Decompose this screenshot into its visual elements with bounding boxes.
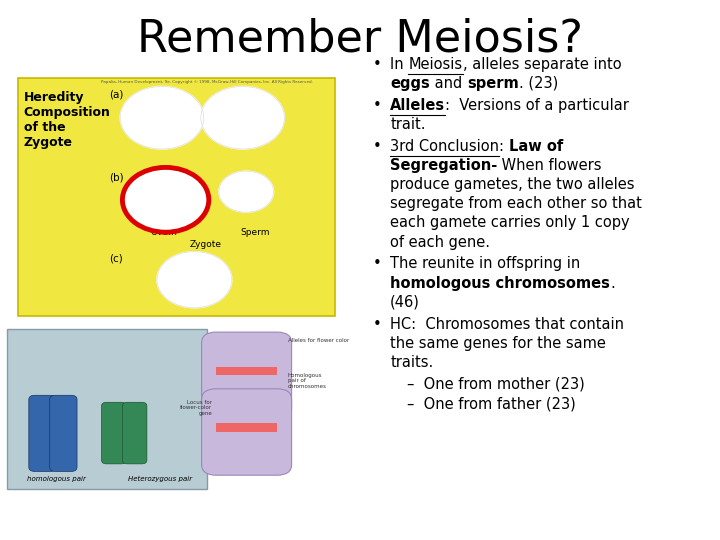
Text: Ovum: Ovum xyxy=(150,228,178,237)
Text: of each gene.: of each gene. xyxy=(390,234,490,249)
FancyBboxPatch shape xyxy=(50,395,77,471)
Text: Alleles: Alleles xyxy=(390,98,446,113)
Text: •: • xyxy=(373,139,382,154)
Text: homologous pair: homologous pair xyxy=(27,476,86,482)
Text: (46): (46) xyxy=(390,295,420,310)
Text: Law of: Law of xyxy=(509,139,563,154)
FancyBboxPatch shape xyxy=(216,367,277,375)
Text: Papalia, Human Development, 9e. Copyright © 1998, McGraw-Hill Companies, Inc. Al: Papalia, Human Development, 9e. Copyrigh… xyxy=(101,80,312,84)
Text: Heredity
Composition
of the
Zygote: Heredity Composition of the Zygote xyxy=(24,91,111,148)
FancyBboxPatch shape xyxy=(202,332,292,419)
Text: Heterozygous pair: Heterozygous pair xyxy=(128,476,193,482)
Text: –  One from father (23): – One from father (23) xyxy=(407,396,575,411)
Text: Remember Meiosis?: Remember Meiosis? xyxy=(137,17,583,60)
Text: (b): (b) xyxy=(109,173,124,183)
Text: The reunite in offspring in: The reunite in offspring in xyxy=(390,256,580,272)
Text: HC:  Chromosomes that contain: HC: Chromosomes that contain xyxy=(390,316,624,332)
Text: and: and xyxy=(430,76,467,91)
Text: (a): (a) xyxy=(109,89,124,99)
Text: sperm: sperm xyxy=(467,76,518,91)
Circle shape xyxy=(157,252,232,308)
FancyBboxPatch shape xyxy=(7,329,207,489)
Text: •: • xyxy=(373,256,382,272)
Text: •: • xyxy=(373,57,382,72)
FancyBboxPatch shape xyxy=(202,389,292,475)
FancyBboxPatch shape xyxy=(18,78,335,316)
Text: . (23): . (23) xyxy=(518,76,558,91)
Circle shape xyxy=(201,86,284,149)
FancyBboxPatch shape xyxy=(29,395,56,471)
Text: Locus for
flower-color
gene: Locus for flower-color gene xyxy=(180,400,212,416)
Text: .: . xyxy=(610,275,615,291)
Text: traits.: traits. xyxy=(390,355,433,370)
Text: segregate from each other so that: segregate from each other so that xyxy=(390,196,642,211)
Text: homologous chromosomes: homologous chromosomes xyxy=(390,275,610,291)
Text: :  Versions of a particular: : Versions of a particular xyxy=(446,98,629,113)
Text: , alleles separate into: , alleles separate into xyxy=(463,57,621,72)
FancyBboxPatch shape xyxy=(122,402,147,464)
Text: produce gametes, the two alleles: produce gametes, the two alleles xyxy=(390,177,635,192)
Text: Segregation-: Segregation- xyxy=(390,158,498,173)
Text: Homologous
pair of
chromosomes: Homologous pair of chromosomes xyxy=(288,373,327,389)
Text: When flowers: When flowers xyxy=(498,158,602,173)
Text: •: • xyxy=(373,316,382,332)
Circle shape xyxy=(120,86,204,149)
Circle shape xyxy=(219,171,274,212)
Text: In: In xyxy=(390,57,408,72)
Text: each gamete carries only 1 copy: each gamete carries only 1 copy xyxy=(390,215,630,231)
FancyBboxPatch shape xyxy=(216,423,277,432)
Text: 3rd Conclusion: 3rd Conclusion xyxy=(390,139,499,154)
Text: trait.: trait. xyxy=(390,117,426,132)
Text: (c): (c) xyxy=(109,254,123,264)
Text: the same genes for the same: the same genes for the same xyxy=(390,336,606,351)
Text: –  One from mother (23): – One from mother (23) xyxy=(407,377,585,392)
Text: Zygote: Zygote xyxy=(189,240,221,249)
Text: :: : xyxy=(499,139,509,154)
Text: Sperm: Sperm xyxy=(241,228,270,237)
Text: Meiosis: Meiosis xyxy=(408,57,463,72)
Circle shape xyxy=(122,167,209,232)
Text: eggs: eggs xyxy=(390,76,430,91)
Text: •: • xyxy=(373,98,382,113)
Text: Alleles for flower color: Alleles for flower color xyxy=(288,338,349,342)
FancyBboxPatch shape xyxy=(102,402,126,464)
